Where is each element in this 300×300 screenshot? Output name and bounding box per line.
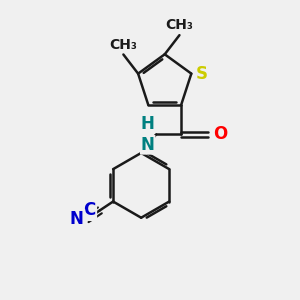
Text: C: C: [83, 201, 95, 219]
Text: N: N: [141, 136, 155, 154]
Text: CH₃: CH₃: [110, 38, 137, 52]
Text: H: H: [141, 115, 155, 133]
Text: CH₃: CH₃: [166, 18, 194, 32]
Text: O: O: [214, 125, 228, 143]
Text: N: N: [70, 210, 84, 228]
Text: S: S: [196, 64, 208, 82]
